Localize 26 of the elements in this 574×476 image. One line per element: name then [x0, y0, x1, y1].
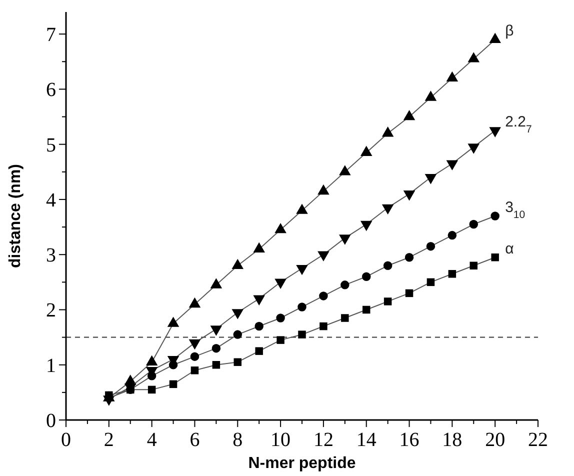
y-tick-label: 7 — [46, 24, 56, 46]
x-tick-label: 22 — [528, 429, 548, 451]
y-tick-label: 3 — [46, 244, 56, 267]
y-tick-label: 1 — [46, 354, 56, 377]
x-tick-label: 10 — [270, 429, 291, 451]
x-tick-label: 2 — [104, 429, 114, 451]
x-tick-label: 12 — [313, 429, 334, 451]
x-tick-label: 16 — [399, 429, 420, 451]
x-tick-label: 20 — [485, 429, 506, 451]
y-tick-label: 6 — [46, 79, 56, 102]
y-tick-label: 5 — [46, 134, 56, 156]
series-label: α — [505, 240, 514, 258]
x-tick-label: 6 — [190, 429, 200, 451]
y-tick-label: 2 — [46, 300, 56, 322]
series-label: 2.2$_{7}$ — [505, 114, 532, 136]
x-tick-label: 18 — [442, 429, 462, 451]
y-tick-label: 4 — [46, 189, 56, 212]
x-tick-label: 14 — [356, 429, 376, 451]
series-label: 3$_{10}$ — [505, 199, 526, 221]
series-label: β — [505, 22, 514, 40]
y-tick-label: 0 — [46, 410, 56, 432]
x-axis-title: N-mer peptide — [248, 455, 356, 472]
x-tick-label: 4 — [146, 429, 157, 451]
x-tick-label: 8 — [232, 429, 243, 451]
x-tick-label: 0 — [61, 429, 71, 451]
y-axis-title: distance (nm) — [7, 164, 24, 268]
